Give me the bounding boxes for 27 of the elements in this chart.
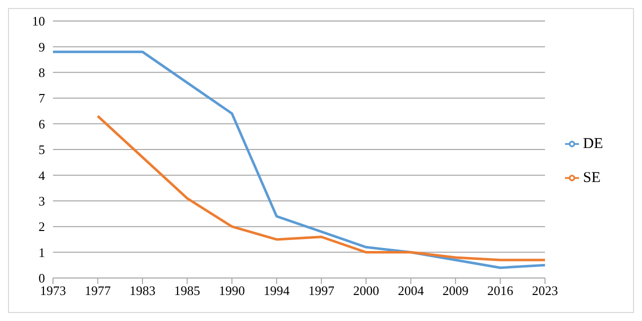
legend-label: SE: [583, 170, 601, 186]
x-tick-label: 1997: [308, 283, 335, 298]
x-tick-label: 1990: [218, 283, 245, 298]
x-tick-label: 2004: [398, 283, 424, 298]
x-tick-label: 1985: [174, 283, 200, 298]
y-tick-label: 4: [38, 168, 46, 183]
line-series: [96, 114, 546, 262]
y-tick-label: 6: [38, 116, 46, 132]
y-tick-label: 9: [38, 39, 45, 54]
x-tick-label: 1973: [40, 283, 66, 298]
y-tick-label: 7: [38, 90, 46, 106]
x-tick-label: 2009: [442, 283, 469, 298]
x-tick-label: 2016: [487, 283, 514, 298]
legend-label: DE: [583, 136, 603, 152]
x-tick-label: 2023: [532, 283, 558, 298]
x-tick-label: 1983: [129, 283, 156, 298]
x-tick-label: 1994: [264, 283, 290, 298]
y-tick-label: 3: [38, 194, 45, 209]
line-series: [52, 50, 546, 269]
y-tick-label: 1: [38, 244, 45, 260]
y-tick-label: 2: [38, 219, 45, 234]
y-tick-label: 5: [38, 142, 45, 158]
y-tick-label: 0: [38, 270, 45, 286]
y-tick-label: 8: [38, 65, 45, 80]
y-tick-label: 10: [32, 14, 45, 29]
x-tick-label: 1977: [84, 283, 112, 298]
x-tick-label: 2000: [353, 283, 380, 298]
